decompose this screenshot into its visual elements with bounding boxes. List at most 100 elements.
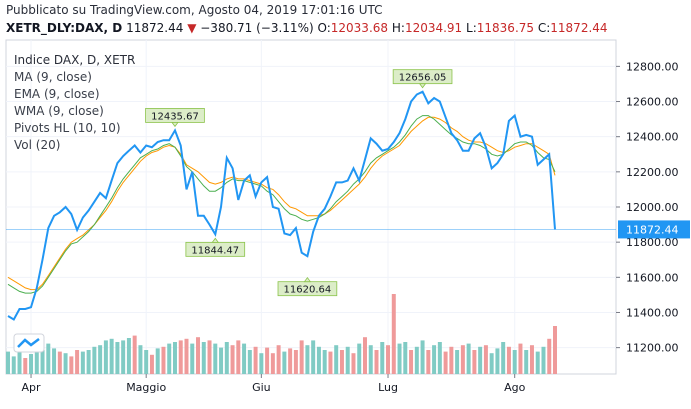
volume-bar <box>351 353 356 374</box>
volume-bar <box>236 340 241 374</box>
volume-bar <box>57 351 62 374</box>
volume-bar <box>75 350 80 374</box>
volume-bar <box>529 345 534 374</box>
volume-bar <box>483 345 488 374</box>
volume-bar <box>92 346 97 374</box>
volume-bar <box>345 346 350 374</box>
volume-bar <box>80 351 85 374</box>
volume-bar <box>161 346 166 374</box>
volume-bar <box>149 354 154 374</box>
last-price-label: 11872.44 <box>626 223 679 236</box>
y-tick-label: 12600.00 <box>626 96 679 109</box>
y-tick-label: 11200.00 <box>626 342 679 355</box>
volume-bar <box>190 343 195 374</box>
volume-bar <box>98 345 103 374</box>
volume-bar <box>219 347 224 374</box>
volume-bar <box>11 356 16 374</box>
y-tick-label: 11800.00 <box>626 236 679 249</box>
volume-bar <box>155 348 160 374</box>
volume-bar <box>17 350 22 374</box>
price-line <box>7 90 556 321</box>
volume-bar <box>328 351 333 374</box>
legend-item-pivots[interactable]: Pivots HL (10, 10) <box>14 121 121 135</box>
close-value: 11872.44 <box>550 21 608 35</box>
symbol-name: XETR_DLY:DAX, D <box>6 21 123 35</box>
volume-bar <box>86 350 91 374</box>
open-label: O: <box>317 21 331 35</box>
y-tick-label: 12200.00 <box>626 166 679 179</box>
high-value: 12034.91 <box>404 21 463 35</box>
volume-bar <box>270 353 275 374</box>
volume-bar <box>305 345 310 374</box>
volume-bar <box>196 337 201 374</box>
volume-bar <box>518 343 523 374</box>
pivot-pointer <box>303 277 312 283</box>
down-arrow-icon: ▼ <box>187 21 197 35</box>
volume-bar <box>489 353 494 374</box>
volume-bar <box>524 350 529 374</box>
volume-bar <box>109 338 114 374</box>
volume-bar <box>334 345 339 374</box>
y-tick-label: 12800.00 <box>626 60 679 73</box>
high-label: H: <box>391 21 405 35</box>
volume-bar <box>207 340 212 374</box>
volume-bar <box>432 345 437 374</box>
volume-bar <box>501 342 506 374</box>
volume-bar <box>184 338 189 374</box>
x-tick-label: Ago <box>504 381 526 394</box>
legend-item-wma[interactable]: WMA (9, close) <box>14 104 104 118</box>
legend-item-ema[interactable]: EMA (9, close) <box>14 87 100 101</box>
volume-bar <box>386 345 391 374</box>
volume-bar <box>339 350 344 374</box>
volume-bar <box>167 343 172 374</box>
pivot-label: 11620.64 <box>284 285 332 296</box>
volume-bar <box>282 351 287 374</box>
y-tick-label: 12400.00 <box>626 131 679 144</box>
volume-bar <box>420 340 425 374</box>
volume-bar <box>253 346 258 374</box>
volume-bar <box>6 351 10 374</box>
volume-bar <box>288 348 293 374</box>
volume-bar <box>103 340 108 374</box>
volume-bar <box>29 354 34 374</box>
volume-bar <box>276 345 281 374</box>
legend-item-ma[interactable]: MA (9, close) <box>14 70 92 84</box>
volume-bar <box>230 345 235 374</box>
volume-bar <box>311 340 316 374</box>
volume-bar <box>478 346 483 374</box>
volume-bar <box>443 351 448 374</box>
x-tick-label: Giu <box>252 381 271 394</box>
volume-bar <box>368 345 373 374</box>
volume-bar <box>121 340 126 374</box>
pivot-label: 12435.67 <box>151 111 199 122</box>
volume-bar <box>553 326 557 374</box>
volume-bar <box>495 348 500 374</box>
volume-bar <box>293 350 298 374</box>
publish-info: Pubblicato su TradingView.com, Agosto 04… <box>6 3 383 17</box>
legend-title[interactable]: Indice DAX, D, XETR <box>14 53 136 67</box>
volume-bar <box>52 348 57 374</box>
volume-bar <box>299 340 304 374</box>
last-price: 11872.44 <box>126 21 184 35</box>
volume-bar <box>541 346 546 374</box>
volume-bar <box>247 350 252 374</box>
volume-bar <box>466 343 471 374</box>
ema-line <box>7 116 556 291</box>
pivot-pointer <box>211 237 220 243</box>
symbol-line: XETR_DLY:DAX, D 11872.44 ▼ −380.71 (−3.1… <box>6 21 608 35</box>
volume-bar <box>391 294 396 374</box>
volume-bar <box>449 346 454 374</box>
wma-line <box>7 115 556 294</box>
last-price-tag <box>618 220 690 239</box>
volume-bar <box>144 350 149 374</box>
volume-bar <box>357 343 362 374</box>
volume-bar <box>472 350 477 374</box>
legend-item-vol[interactable]: Vol (20) <box>14 138 61 152</box>
y-tick-label: 11600.00 <box>626 271 679 284</box>
volume-bar <box>172 342 177 374</box>
volume-bar <box>69 356 74 374</box>
volume-bar <box>506 346 511 374</box>
pivot-label: 11844.47 <box>191 245 239 256</box>
x-tick-label: Lug <box>378 381 398 394</box>
